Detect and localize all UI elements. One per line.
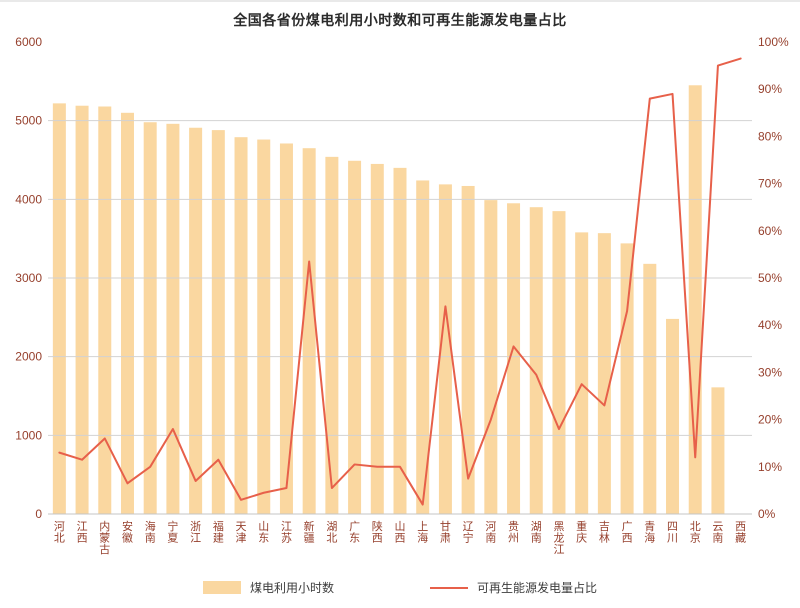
x-label-贵州: 贵州 bbox=[508, 520, 519, 545]
x-label-湖南: 湖南 bbox=[531, 520, 542, 545]
x-label-湖北: 湖北 bbox=[326, 520, 337, 545]
y-right-tick-30: 30% bbox=[758, 365, 782, 379]
bar-湖南 bbox=[529, 207, 543, 514]
chart-svg: 0 1000 2000 3000 4000 5000 6000 0% 10% 20% 30% 40% 5… bbox=[15, 35, 789, 556]
x-label-上海: 上海 bbox=[417, 520, 428, 545]
bar-series-swatch bbox=[202, 581, 241, 594]
x-label-甘肃: 甘肃 bbox=[440, 520, 451, 545]
bar-山西 bbox=[393, 167, 407, 514]
bar-陕西 bbox=[370, 163, 384, 514]
line-series-swatch bbox=[430, 586, 468, 589]
y-left-tick-1000: 1000 bbox=[15, 428, 42, 442]
y-right-tick-40: 40% bbox=[758, 318, 782, 332]
bar-四川 bbox=[666, 318, 680, 514]
x-label-江苏: 江苏 bbox=[281, 520, 292, 545]
y-left-tick-5000: 5000 bbox=[15, 114, 42, 128]
y-right-tick-0: 0% bbox=[758, 507, 776, 521]
legend-label-line-series: 可再生能源发电量占比 bbox=[477, 581, 598, 595]
x-label-黑龙江: 黑龙江 bbox=[553, 520, 564, 556]
x-label-河南: 河南 bbox=[485, 520, 496, 545]
y-left-tick-6000: 6000 bbox=[15, 35, 42, 49]
bar-天津 bbox=[234, 137, 248, 515]
x-label-广西: 广西 bbox=[622, 520, 633, 545]
y-right-tick-80: 80% bbox=[758, 129, 782, 143]
bar-贵州 bbox=[507, 203, 521, 514]
bar-甘肃 bbox=[438, 184, 452, 515]
x-label-河北: 河北 bbox=[54, 520, 65, 545]
bar-安徽 bbox=[120, 112, 134, 515]
x-label-山东: 山东 bbox=[258, 520, 269, 545]
x-label-广东: 广东 bbox=[349, 520, 360, 545]
bar-湖北 bbox=[325, 156, 339, 514]
x-label-辽宁: 辽宁 bbox=[463, 520, 474, 545]
legend-label-bar-series: 煤电利用小时数 bbox=[249, 581, 334, 595]
x-label-青海: 青海 bbox=[644, 520, 655, 545]
y-left-tick-3000: 3000 bbox=[15, 271, 42, 285]
bar-广东 bbox=[348, 160, 362, 514]
bar-青海 bbox=[643, 263, 657, 514]
x-label-新疆: 新疆 bbox=[304, 519, 315, 545]
y-right-tick-90: 90% bbox=[758, 82, 782, 96]
bar-河北 bbox=[52, 103, 66, 515]
x-label-云南: 云南 bbox=[712, 521, 723, 545]
bar-江苏 bbox=[279, 143, 293, 515]
y-right-tick-50: 50% bbox=[758, 271, 782, 285]
x-label-吉林: 吉林 bbox=[599, 520, 610, 545]
bar-云南 bbox=[711, 387, 725, 514]
legend: 煤电利用小时数 可再生能源发电量占比 bbox=[0, 579, 800, 596]
x-label-内蒙古: 内蒙古 bbox=[99, 519, 110, 556]
x-label-海南: 海南 bbox=[145, 519, 156, 545]
y-right-tick-100: 100% bbox=[758, 35, 789, 49]
bar-吉林 bbox=[597, 233, 611, 514]
legend-item-bar-series: 煤电利用小时数 bbox=[202, 579, 334, 596]
x-label-江西: 江西 bbox=[77, 520, 88, 545]
y-right-tick-20: 20% bbox=[758, 413, 782, 427]
line-series bbox=[58, 57, 742, 506]
x-label-重庆: 重庆 bbox=[576, 519, 587, 545]
bar-重庆 bbox=[575, 232, 589, 514]
bar-山东 bbox=[257, 139, 271, 514]
bar-广西 bbox=[620, 243, 634, 515]
bar-黑龙江 bbox=[552, 211, 566, 514]
y-right-tick-60: 60% bbox=[758, 224, 782, 238]
bar-福建 bbox=[211, 130, 225, 514]
bar-上海 bbox=[416, 180, 430, 514]
bar-辽宁 bbox=[461, 185, 475, 514]
bar-宁夏 bbox=[166, 123, 180, 515]
x-label-天津: 天津 bbox=[236, 521, 247, 545]
bar-内蒙古 bbox=[98, 106, 112, 515]
y-left-tick-2000: 2000 bbox=[15, 350, 42, 364]
legend-item-line-series: 可再生能源发电量占比 bbox=[430, 579, 597, 596]
chart-title: 全国各省份煤电利用小时数和可再生能源发电量占比 bbox=[233, 12, 567, 28]
y-right-tick-10: 10% bbox=[758, 460, 782, 474]
x-label-陕西: 陕西 bbox=[372, 519, 383, 545]
x-label-北京: 北京 bbox=[690, 520, 701, 545]
bar-浙江 bbox=[189, 127, 203, 514]
x-label-浙江: 浙江 bbox=[190, 520, 201, 545]
x-label-安徽: 安徽 bbox=[122, 519, 133, 545]
x-label-宁夏: 宁夏 bbox=[167, 519, 178, 545]
x-label-西藏: 西藏 bbox=[735, 521, 746, 545]
bar-海南 bbox=[143, 122, 157, 515]
x-label-四川: 四川 bbox=[667, 521, 678, 545]
x-label-福建: 福建 bbox=[213, 519, 224, 545]
bar-江西 bbox=[75, 105, 89, 514]
y-right-tick-70: 70% bbox=[758, 177, 782, 191]
y-left-tick-0: 0 bbox=[35, 507, 42, 521]
x-label-山西: 山西 bbox=[395, 520, 406, 545]
bar-新疆 bbox=[302, 148, 316, 514]
y-left-tick-4000: 4000 bbox=[15, 192, 42, 206]
